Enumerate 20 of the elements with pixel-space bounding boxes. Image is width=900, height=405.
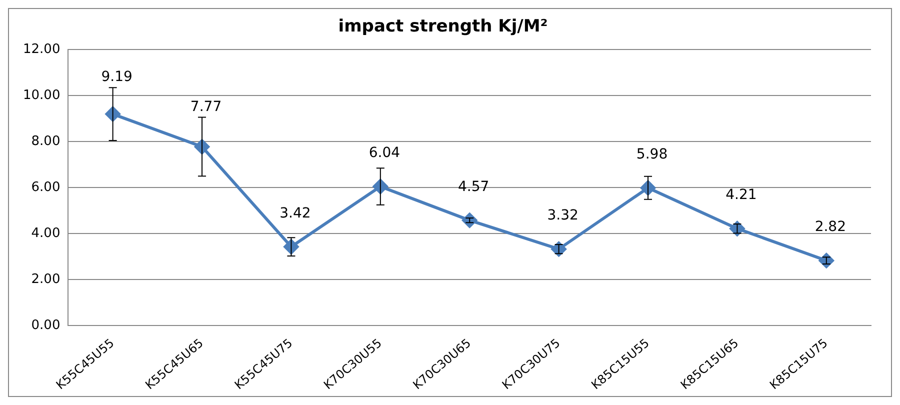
point [730,221,745,236]
data-label: 3.32 [547,208,578,224]
data-label: 2.82 [814,219,846,236]
data-label: 4.21 [726,187,757,204]
data-label: 4.57 [458,178,490,195]
y-tick-label: 6.00 [31,180,60,195]
y-tick-label: 12.00 [23,42,60,57]
chart-title: impact strength Kj/M² [338,16,548,37]
y-tick-label: 8.00 [31,134,60,149]
y-tick-label: 4.00 [31,226,60,241]
point [818,253,834,268]
data-label: 9.19 [101,69,132,86]
data-label: 6.04 [368,145,400,162]
y-tick-label: 0.00 [31,318,60,333]
y-tick-label: 10.00 [23,88,60,103]
data-label: 5.98 [636,146,668,163]
y-tick-label: 2.00 [31,272,60,287]
data-label: 3.42 [280,205,311,222]
point [551,242,566,257]
data-label: 7.77 [190,98,222,115]
